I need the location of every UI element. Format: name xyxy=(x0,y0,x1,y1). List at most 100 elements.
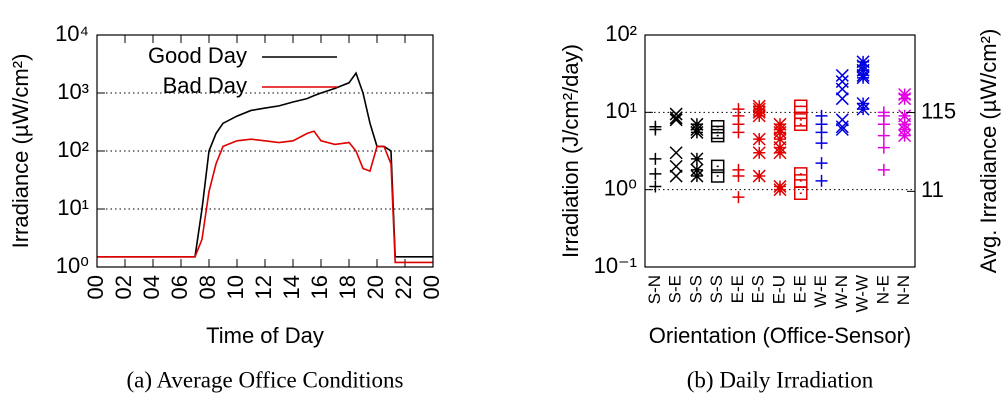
x-axis-label: Orientation (Office-Sensor) xyxy=(649,323,911,348)
data-point xyxy=(732,170,745,183)
plot-frame xyxy=(644,34,916,268)
data-point xyxy=(835,68,849,82)
data-point xyxy=(773,146,787,160)
data-point xyxy=(877,129,890,142)
data-point xyxy=(898,122,912,137)
data-point xyxy=(794,186,808,200)
y-tick-label: 10³ xyxy=(57,79,89,104)
x-tick-label: 04 xyxy=(139,275,164,299)
data-point xyxy=(773,132,787,146)
data-point xyxy=(649,167,662,180)
data-point xyxy=(856,71,870,85)
x-tick-label: W-W xyxy=(853,275,872,312)
data-point xyxy=(794,167,808,181)
x-tick-label: W-N xyxy=(832,275,851,309)
y2-tick-label: 11 xyxy=(921,177,944,202)
x-tick-label: W-E xyxy=(811,275,830,308)
data-point xyxy=(815,174,828,187)
y-tick-label: 10⁻¹ xyxy=(594,253,637,278)
data-point xyxy=(669,146,683,160)
data-point xyxy=(877,163,890,176)
data-point xyxy=(794,117,808,132)
data-point xyxy=(856,102,870,116)
legend-label: Bad Day xyxy=(163,73,247,98)
data-point xyxy=(877,118,890,131)
x-tick-label: 20 xyxy=(363,275,388,299)
series-line xyxy=(97,130,433,264)
data-point xyxy=(835,122,849,137)
data-point xyxy=(835,113,849,127)
x-tick-label: 00 xyxy=(83,275,108,299)
data-point xyxy=(710,128,725,143)
data-point xyxy=(752,146,766,160)
caption: (a) Average Office Conditions xyxy=(127,367,404,392)
x-tick-label: 16 xyxy=(307,275,332,299)
x-tick-label: 00 xyxy=(419,275,444,299)
x-tick-label: N-E xyxy=(873,275,892,304)
x-tick-label: 08 xyxy=(195,275,220,299)
x-tick-label: N-N xyxy=(894,275,913,305)
legend-label: Good Day xyxy=(148,43,247,68)
y2-axis-label: Avg. Irradiance (µW/cm²) xyxy=(976,29,1001,274)
data-point xyxy=(732,126,745,139)
y-tick-label: 10² xyxy=(57,137,89,162)
data-point xyxy=(773,183,787,197)
y-tick-label: 10⁴ xyxy=(55,21,89,46)
data-point xyxy=(649,152,662,165)
data-point xyxy=(649,123,662,136)
data-point xyxy=(690,169,704,183)
x-tick-label: 14 xyxy=(279,275,304,299)
x-tick-label: E-S xyxy=(749,275,768,303)
y-tick-label: 10¹ xyxy=(57,195,89,220)
y2-tick-label: 115 xyxy=(921,98,956,123)
x-axis-label: Time of Day xyxy=(206,323,324,348)
x-tick-label: 22 xyxy=(391,275,416,299)
y-tick-label: 10¹ xyxy=(605,98,637,123)
data-point xyxy=(835,120,849,134)
x-tick-label: 02 xyxy=(111,275,136,299)
data-point xyxy=(898,109,912,123)
data-point xyxy=(669,111,683,125)
data-point xyxy=(690,152,704,166)
y-tick-label: 10⁰ xyxy=(56,253,89,278)
y-axis-label: Irradiation (J/cm²/day) xyxy=(558,44,583,258)
data-point xyxy=(669,159,683,173)
x-tick-label: S-S xyxy=(707,275,726,303)
series-line xyxy=(97,71,433,258)
data-point xyxy=(649,180,662,193)
x-tick-label: 12 xyxy=(251,275,276,299)
x-tick-label: 06 xyxy=(167,275,192,299)
data-point xyxy=(752,132,766,146)
x-tick-label: S-N xyxy=(645,275,664,304)
plot-frame xyxy=(96,34,434,268)
x-tick-label: S-S xyxy=(686,275,705,303)
y-tick-label: 10² xyxy=(605,21,637,46)
data-point xyxy=(794,174,808,188)
x-tick-label: 10 xyxy=(223,275,248,299)
data-point xyxy=(835,82,849,96)
data-point xyxy=(690,125,704,139)
data-point xyxy=(815,137,828,150)
data-point xyxy=(898,92,912,106)
data-point xyxy=(710,169,725,183)
data-point xyxy=(877,141,890,154)
data-point xyxy=(815,157,828,170)
data-point xyxy=(732,191,745,204)
caption: (b) Daily Irradiation xyxy=(687,367,874,392)
data-point xyxy=(815,126,828,139)
x-tick-label: E-E xyxy=(728,275,747,303)
data-point xyxy=(669,107,683,121)
data-point xyxy=(835,92,849,106)
data-point xyxy=(752,169,766,183)
y-tick-label: 10⁰ xyxy=(604,175,637,200)
data-point xyxy=(773,125,787,139)
x-tick-label: S-E xyxy=(666,275,685,303)
data-point xyxy=(898,129,912,143)
data-point xyxy=(669,113,683,127)
x-tick-label: E-E xyxy=(790,275,809,303)
x-tick-label: E-U xyxy=(769,275,788,304)
data-point xyxy=(690,163,704,177)
x-tick-label: 18 xyxy=(335,275,360,299)
data-point xyxy=(669,169,683,183)
